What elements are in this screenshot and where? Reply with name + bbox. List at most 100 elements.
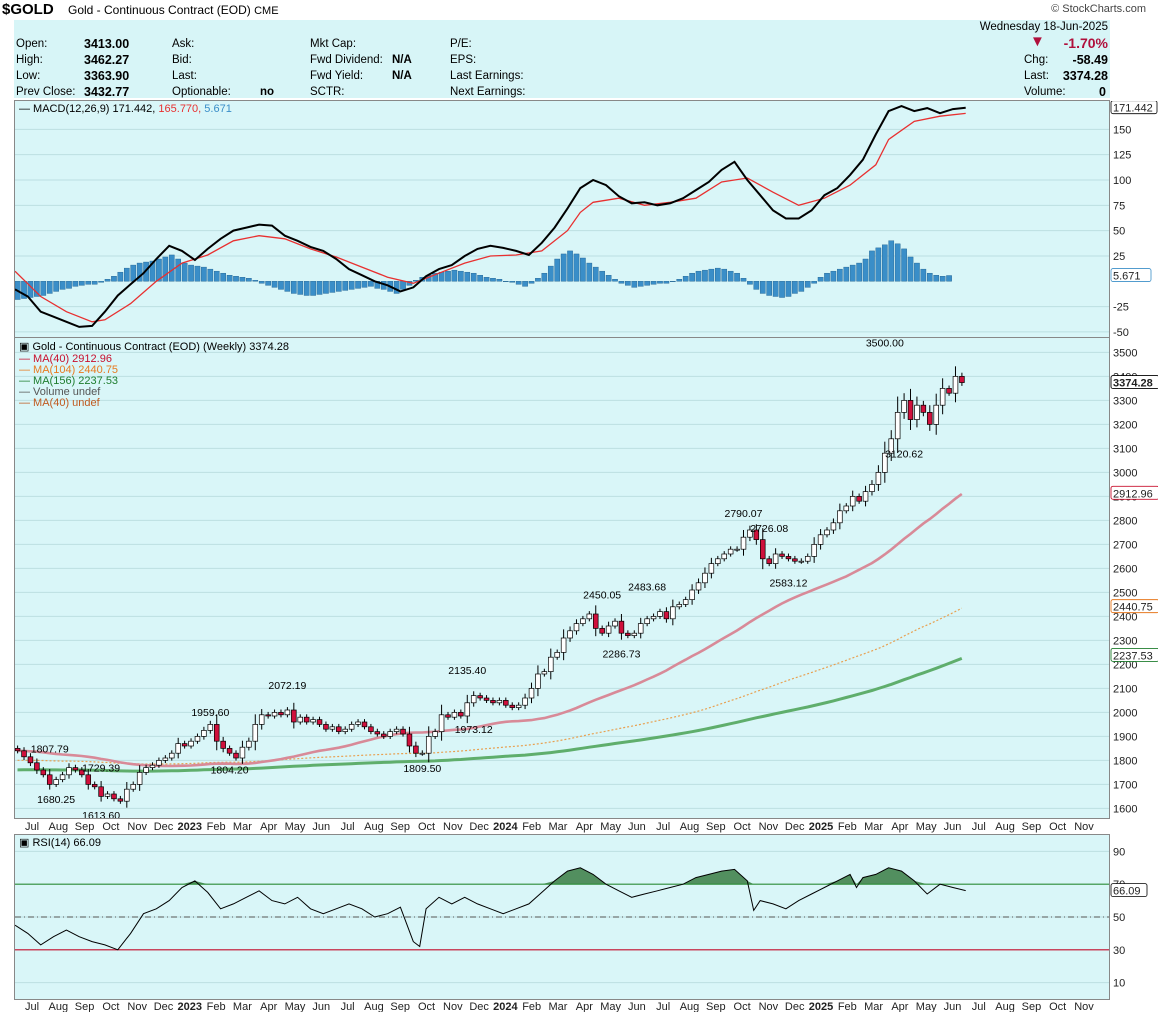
macd-histogram-bar (888, 240, 895, 282)
macd-histogram-bar (811, 281, 817, 284)
candle-down (483, 697, 490, 701)
macd-chart: 150 125 100 75 50 25 -25 -50 — MACD(12,26,9) 171… (15, 101, 1158, 337)
x-tick-label: Oct (418, 1001, 435, 1012)
fwd-yield-value: N/A (392, 70, 412, 82)
candle-down (760, 539, 766, 560)
price-tick-label: 2400 (1113, 611, 1137, 623)
macd-tick-label: 100 (1113, 175, 1131, 187)
candle-up (573, 623, 580, 632)
candle-up (888, 438, 894, 454)
macd-histogram-bar (926, 272, 933, 282)
x-tick-label: Sep (706, 821, 726, 833)
x-tick-label: 2024 (493, 821, 518, 833)
macd-line (15, 105, 966, 328)
macd-tick-label: 75 (1113, 200, 1125, 212)
price-legend-item: — MA(156) 2237.53 (19, 375, 118, 387)
mktcap-label: Mkt Cap: (310, 38, 357, 50)
chg-label: Chg: (1024, 54, 1049, 66)
macd-histogram-bar (303, 281, 310, 296)
candle-up (554, 652, 560, 658)
candle-up (271, 712, 278, 717)
x-tick-label: May (285, 1001, 306, 1012)
rsi-last-box (1110, 883, 1148, 898)
x-tick-label: Apr (576, 1001, 593, 1012)
macd-histogram-bar (875, 247, 882, 282)
candle-up (387, 731, 393, 737)
price-tick-label: 1900 (1113, 731, 1137, 743)
x-tick-label: Oct (1049, 1001, 1066, 1012)
candle-down (21, 750, 27, 758)
candle-down (34, 762, 40, 771)
macd-histogram-bar (490, 278, 496, 282)
open-label: Open: (16, 38, 48, 50)
macd-hist-label: 5.671 (1113, 271, 1141, 283)
x-axis-bottom: Jul Aug Sep Oct Nov Dec 2023 Feb Mar Apr May Jun Jul… (25, 1001, 1094, 1012)
x-tick-label: Mar (549, 1001, 568, 1012)
price-annotation: 1613.60 (82, 810, 120, 818)
candle-up (586, 613, 593, 620)
price-tick-label: 2700 (1113, 539, 1137, 551)
macd-histogram-bar (355, 281, 361, 289)
x-tick-label: May (916, 821, 937, 833)
macd-histogram-bar (201, 266, 207, 282)
x-tick-label: Nov (443, 1001, 463, 1012)
candle-down (15, 748, 21, 752)
candle-up (824, 529, 830, 536)
x-tick-label: 2023 (178, 821, 202, 833)
macd-histogram-bar (400, 281, 406, 290)
candle-up (188, 740, 194, 747)
macd-histogram-bar (220, 272, 226, 282)
last-price-value: 3374.28 (1062, 69, 1108, 83)
macd-histogram-bar (785, 281, 792, 297)
x-tick-label: Apr (260, 1001, 277, 1012)
macd-histogram-bar (503, 281, 509, 282)
macd-hist-box (1110, 268, 1152, 282)
bid-label: Bid: (172, 54, 192, 66)
candle-down (413, 745, 419, 754)
candle-up (355, 721, 361, 725)
price-legend-title: ▣ Gold - Continuous Contract (EOD) (Week… (19, 341, 289, 353)
macd-histogram-bar (393, 281, 400, 294)
candle-up (393, 728, 400, 732)
x-tick-label: Aug (995, 1001, 1015, 1012)
x-tick-label: Apr (576, 821, 593, 833)
candle-down (779, 553, 785, 557)
low-label: Low: (16, 70, 41, 82)
ma156-box (1110, 647, 1158, 662)
price-tick-label: 2100 (1113, 683, 1137, 695)
macd-histogram-bar (586, 262, 593, 282)
candle-up (914, 404, 920, 420)
macd-histogram-bar (271, 281, 278, 288)
candle-up (682, 599, 689, 605)
macd-histogram-bar (740, 278, 747, 282)
candle-up (175, 743, 181, 754)
x-tick-label: Mar (864, 821, 883, 833)
macd-tick-label: 150 (1113, 124, 1131, 136)
macd-histogram-bar (21, 281, 27, 299)
candle-down (753, 529, 760, 540)
last-price-label: Last: (1024, 70, 1049, 82)
candle-up (207, 724, 214, 731)
x-tick-label: Nov (127, 821, 147, 833)
price-annotation: 1680.25 (37, 794, 75, 806)
fwd-yield-label: Fwd Yield: (310, 70, 364, 82)
macd-histogram-bar (650, 281, 657, 285)
candle-up (894, 412, 901, 440)
candle-up (843, 505, 850, 512)
fwd-dividend-value: N/A (392, 54, 412, 66)
x-tick-label: Nov (1074, 821, 1094, 833)
x-tick-label: Dec (469, 1001, 489, 1012)
macd-histogram-bar (939, 276, 946, 282)
candle-up (124, 788, 130, 802)
macd-histogram-bar (618, 281, 625, 284)
candle-down (592, 613, 599, 629)
x-axis-top: Jul Aug Sep Oct Nov Dec 2023 Feb Mar Apr May Jun Jul… (25, 821, 1094, 833)
candle-down (46, 774, 53, 785)
price-annotation: 1807.79 (31, 744, 69, 756)
pe-label: P/E: (450, 38, 472, 50)
macd-histogram-bar (335, 281, 342, 292)
macd-histogram-bar (239, 277, 246, 282)
price-annotation: 2286.73 (602, 649, 640, 661)
macd-histogram-bar (297, 281, 304, 295)
